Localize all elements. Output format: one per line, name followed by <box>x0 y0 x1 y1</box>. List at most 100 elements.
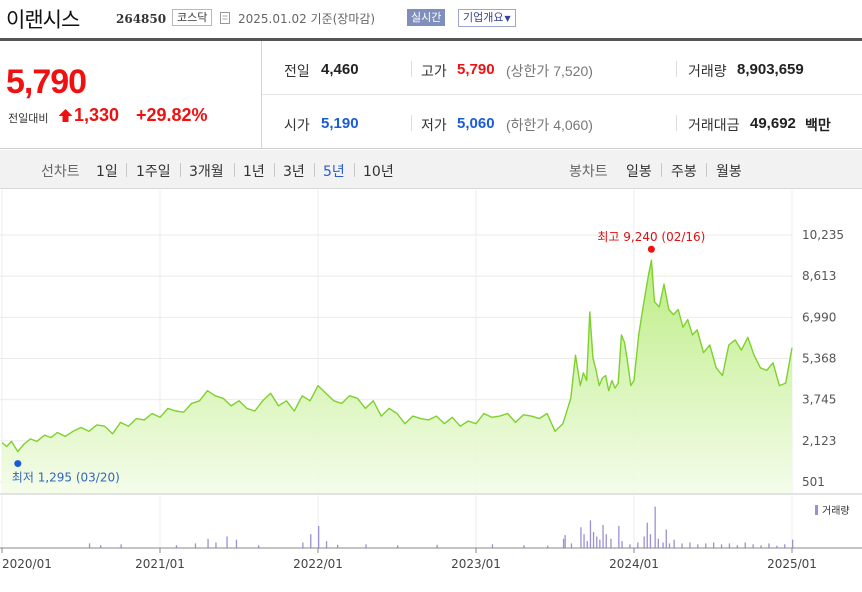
volume-bar <box>646 522 648 548</box>
quote-panel: 5,790 전일대비 1,330 +29.82% 전일 4,460 고가 5,7… <box>0 41 862 149</box>
volume-bar <box>760 545 762 548</box>
tab-5y[interactable]: 5년 <box>323 164 345 180</box>
y-tick-label: 8,613 <box>802 269 836 283</box>
tab-separator <box>314 163 315 177</box>
volume-bar <box>194 543 197 548</box>
volume-bar <box>88 543 91 548</box>
low-label: 저가 <box>421 118 447 134</box>
x-axis-labels: 2020/01 2021/01 2022/01 2023/01 2024/01 2025/… <box>1 548 817 571</box>
y-tick-label: 2,123 <box>802 434 836 448</box>
quote-date: 2025.01.02 <box>238 12 307 26</box>
date-info: 2025.01.02 기준(장마감) <box>238 10 375 27</box>
max-marker <box>647 245 655 253</box>
amount-unit: 백만 <box>805 118 831 134</box>
cell-divider <box>411 61 412 77</box>
tab-daily[interactable]: 일봉 <box>626 164 652 180</box>
change-value: 1,330 <box>74 105 120 125</box>
cell-divider <box>676 61 677 77</box>
tab-3m[interactable]: 3개월 <box>189 164 224 180</box>
volume-bar <box>562 538 565 548</box>
volume-bars <box>88 506 794 548</box>
volume-bar <box>337 544 339 548</box>
tab-separator <box>180 163 181 177</box>
volume-bar <box>654 506 656 548</box>
volume-bar <box>605 534 607 548</box>
candle-chart-label: 봉차트 <box>569 164 608 180</box>
volume-bar <box>629 544 631 548</box>
tab-separator <box>234 163 235 177</box>
tab-separator <box>126 163 127 177</box>
company-overview-label: 기업개요 <box>463 11 504 24</box>
tab-1w[interactable]: 1주일 <box>136 164 171 180</box>
cell-divider <box>676 115 677 131</box>
volume-bar <box>235 539 238 548</box>
volume-bar <box>720 544 723 548</box>
open-label: 시가 <box>284 118 310 134</box>
volume-label: 거래량 <box>688 64 727 80</box>
volume-bar <box>523 545 525 548</box>
amount-value: 49,692 <box>750 115 796 132</box>
volume-bar <box>681 543 683 548</box>
document-icon <box>220 12 230 24</box>
tab-10y[interactable]: 10년 <box>363 164 394 180</box>
tab-weekly[interactable]: 주봉 <box>671 164 697 180</box>
tab-separator <box>354 163 355 177</box>
volume-bar <box>580 527 582 548</box>
prev-close-label: 전일 <box>284 64 310 80</box>
volume-bar <box>564 535 566 548</box>
y-tick-label: 10,235 <box>802 228 844 242</box>
price-chart: 10,235 8,613 6,990 5,368 3,745 2,123 501 최고 9,… <box>0 190 862 571</box>
header-divider <box>0 38 862 41</box>
volume-bar <box>673 539 675 548</box>
x-tick-label: 2022/01 <box>293 557 343 571</box>
high-label: 고가 <box>421 64 447 80</box>
x-tick-label: 2023/01 <box>451 557 501 571</box>
min-marker <box>14 460 22 468</box>
volume-bar <box>570 543 573 548</box>
page-header: 이랜시스 264850 코스닥 2025.01.02 기준(장마감) 실시간 기… <box>0 0 862 38</box>
tab-1y[interactable]: 1년 <box>243 164 265 180</box>
volume-bar <box>325 541 328 548</box>
tab-1d[interactable]: 1일 <box>96 164 118 180</box>
volume-bar <box>586 541 588 548</box>
change-label: 전일대비 <box>8 112 49 125</box>
volume-value: 8,903,659 <box>737 61 804 78</box>
volume-bar <box>226 536 228 548</box>
current-price: 5,790 <box>6 63 87 101</box>
y-tick-label: 6,990 <box>802 310 836 324</box>
tab-monthly[interactable]: 월봉 <box>716 164 742 180</box>
volume-bar <box>649 534 652 548</box>
volume-bar <box>621 541 623 548</box>
amount-label: 거래대금 <box>688 118 740 134</box>
volume-bar <box>665 529 667 548</box>
extreme-markers: 최고 9,240 (02/16) 최저 1,295 (03/20) <box>12 230 706 484</box>
realtime-button[interactable]: 실시간 <box>407 9 446 26</box>
volume-bar <box>657 538 659 548</box>
volume-bar <box>713 542 715 548</box>
volume-bar <box>100 545 102 548</box>
volume-bar <box>610 538 612 548</box>
volume-bar <box>662 542 664 548</box>
volume-bar <box>547 545 549 548</box>
change-percent: +29.82% <box>136 105 208 125</box>
y-tick-label: 501 <box>802 475 825 489</box>
open-value: 5,190 <box>321 115 359 132</box>
caret-down-icon: ▼ <box>504 14 511 23</box>
volume-bar <box>768 543 770 548</box>
volume-bar <box>120 544 122 548</box>
volume-bar <box>436 544 438 548</box>
volume-bar <box>589 520 592 548</box>
volume-bar <box>637 542 639 548</box>
tab-3y[interactable]: 3년 <box>283 164 305 180</box>
volume-bar <box>752 544 754 548</box>
volume-bar <box>705 543 707 548</box>
company-overview-button[interactable]: 기업개요▼ <box>458 9 516 27</box>
high-value: 5,790 <box>457 61 495 78</box>
volume-bar <box>643 536 645 548</box>
price-line <box>1 259 793 453</box>
min-label: 최저 1,295 (03/20) <box>12 471 120 485</box>
quote-row-divider <box>262 94 862 95</box>
y-tick-label: 5,368 <box>802 352 836 366</box>
company-name: 이랜시스 <box>6 8 80 32</box>
cell-divider <box>411 115 412 131</box>
